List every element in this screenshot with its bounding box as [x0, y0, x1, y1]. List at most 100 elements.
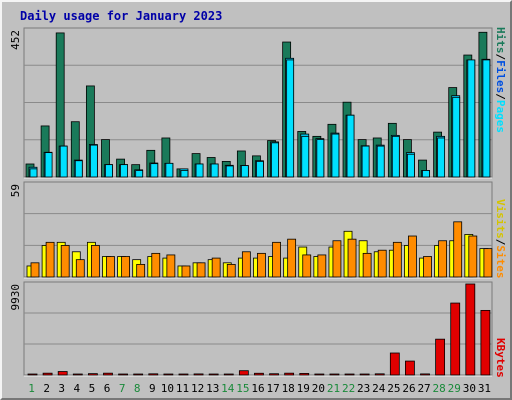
kbytes-bar [72, 373, 83, 376]
sites-bar [45, 241, 55, 278]
plot-area [23, 281, 493, 376]
sites-bar [257, 252, 266, 278]
legend-label: / [494, 54, 507, 61]
sites-bar [423, 256, 432, 278]
pages-bar [286, 59, 295, 178]
x-tick-label: 20 [312, 382, 325, 395]
legend-label: KBytes [494, 338, 507, 378]
x-tick-label: 9 [149, 382, 156, 395]
x-tick-label: 27 [417, 382, 430, 395]
sites-bar [60, 245, 70, 278]
x-tick-label: 4 [74, 382, 81, 395]
kbytes-bar [163, 373, 174, 376]
sites-bar [408, 235, 417, 278]
pages-bar [89, 144, 98, 178]
sites-bar [151, 252, 161, 278]
kbytes-bar [314, 373, 325, 376]
kbytes-bar [344, 373, 355, 376]
sites-bar [362, 252, 372, 278]
legend-label: Hits [494, 27, 507, 54]
x-tick-label: 13 [206, 382, 219, 395]
sites-bar [272, 241, 281, 278]
pages-bar [361, 145, 370, 178]
kbytes-bar [374, 373, 385, 376]
kbytes-bar [193, 373, 204, 376]
x-tick-label: 21 [327, 382, 340, 395]
sites-bar [302, 254, 312, 278]
pages-bar [44, 152, 53, 178]
legend: Visits/Sites [494, 199, 507, 279]
pages-bar [180, 170, 189, 178]
kbytes-bar [118, 373, 128, 376]
sites-bar [75, 259, 85, 278]
kbytes-bar [148, 373, 159, 376]
kbytes-bar [57, 371, 68, 376]
sites-bar [332, 240, 342, 278]
pages-bar [256, 160, 264, 178]
kbytes-bar [269, 373, 279, 376]
pages-bar [407, 153, 415, 178]
x-tick-label: 6 [104, 382, 111, 395]
kbytes-bar [329, 373, 340, 376]
y-max-label: 452 [9, 30, 22, 50]
pages-bar [225, 165, 234, 178]
x-tick-label: 28 [433, 382, 446, 395]
kbytes-bar [133, 373, 144, 376]
kbytes-bar [420, 373, 430, 376]
pages-bar [240, 165, 249, 178]
x-tick-label: 30 [463, 382, 476, 395]
sites-bar [347, 238, 357, 278]
pages-bar [301, 135, 310, 178]
kbytes-bar [405, 360, 415, 376]
x-tick-label: 7 [119, 382, 126, 395]
sites-bar [241, 251, 251, 278]
legend-label: Visits [494, 199, 507, 239]
sites-bar [90, 245, 100, 278]
sites-bar [30, 262, 40, 278]
sites-bar [317, 254, 327, 278]
sites-bar [181, 265, 191, 278]
sites-bar [392, 241, 402, 278]
sites-bar [377, 249, 387, 278]
x-tick-label: 17 [266, 382, 279, 395]
x-tick-label: 14 [221, 382, 235, 395]
x-tick-label: 16 [251, 382, 264, 395]
pages-bar [482, 59, 491, 178]
sites-bar [166, 254, 176, 278]
sites-bar [121, 256, 130, 278]
kbytes-bar [178, 373, 189, 376]
pages-bar [29, 168, 38, 178]
legend-label: Pages [494, 100, 507, 133]
pages-bar [165, 162, 174, 178]
sites-bar [211, 257, 221, 278]
kbytes-bar [42, 372, 53, 376]
pages-bar [346, 114, 355, 178]
pages-bar [74, 160, 83, 178]
sites-bar [483, 248, 493, 278]
pages-bar [422, 170, 430, 178]
kbytes-bar [27, 373, 38, 376]
kbytes-bar [450, 302, 461, 376]
pages-bar [391, 135, 400, 178]
kbytes-bar [465, 283, 476, 376]
x-tick-label: 24 [372, 382, 386, 395]
sites-bar [438, 240, 448, 278]
pages-bar [271, 142, 279, 178]
sites-bar [196, 262, 206, 278]
x-tick-label: 29 [448, 382, 461, 395]
x-tick-label: 22 [342, 382, 355, 395]
pages-bar [452, 96, 461, 178]
x-tick-label: 26 [402, 382, 415, 395]
legend-label: Sites [494, 245, 507, 278]
pages-bar [331, 133, 340, 178]
x-tick-label: 25 [387, 382, 400, 395]
sites-bar [226, 263, 236, 278]
legend-label: / [494, 239, 507, 246]
pages-bar [376, 145, 385, 178]
kbytes-bar [389, 352, 400, 376]
x-tick-label: 23 [357, 382, 370, 395]
legend-label: Files [494, 60, 507, 93]
pages-bar [120, 164, 128, 178]
x-tick-label: 19 [297, 382, 310, 395]
